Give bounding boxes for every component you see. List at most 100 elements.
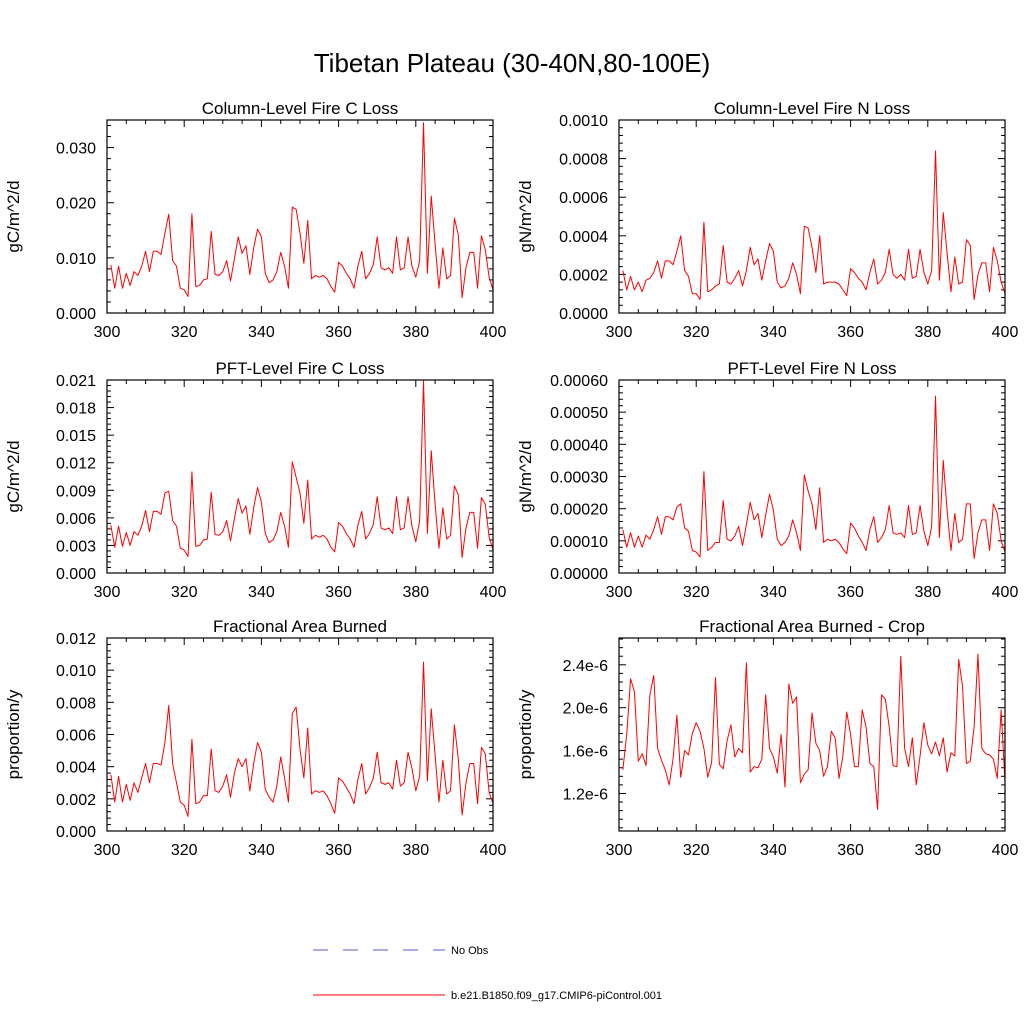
y-tick-label: 0.0004 [559, 229, 608, 246]
x-tick-label: 340 [248, 324, 275, 341]
plot-frame [106, 637, 494, 832]
y-tick-label: 0.004 [56, 760, 96, 777]
panels: Column-Level Fire C Loss gC/m^2/d 300 320 34… [4, 99, 1018, 859]
x-tick-label: 380 [402, 324, 429, 341]
panel-2: Column-Level Fire N Loss gN/m^2/d 300 320 34… [516, 99, 1018, 341]
panel-3: PFT-Level Fire C Loss gC/m^2/d 300 320 340 36… [4, 359, 506, 601]
x-tick-label: 360 [325, 842, 352, 859]
x-tick-label: 300 [94, 584, 121, 601]
y-axis-label: proportion/y [516, 689, 535, 779]
x-tick-label: 340 [760, 584, 787, 601]
x-tick-label: 320 [171, 842, 198, 859]
y-tick-label: 0.009 [56, 483, 96, 500]
plot-frame [106, 119, 494, 314]
y-tick-label: 0.030 [56, 141, 96, 158]
x-tick-label: 360 [325, 584, 352, 601]
x-tick-label: 320 [683, 842, 710, 859]
panel-6: Fractional Area Burned - Crop proportion/… [516, 617, 1018, 859]
y-tick-label: 0.00020 [550, 502, 608, 519]
y-tick-label: 2.0e-6 [563, 701, 608, 718]
y-tick-label: 0.00000 [550, 566, 608, 583]
panel-title: Column-Level Fire C Loss [202, 99, 399, 118]
y-tick-label: 0.010 [56, 663, 96, 680]
x-tick-label: 400 [992, 842, 1019, 859]
y-tick-label: 1.6e-6 [563, 744, 608, 761]
y-tick-label: 0.0002 [559, 267, 608, 284]
x-tick-label: 340 [248, 584, 275, 601]
x-tick-label: 300 [94, 324, 121, 341]
y-tick-label: 0.000 [56, 824, 96, 841]
y-axis-label: gN/m^2/d [516, 440, 535, 512]
y-tick-label: 0.018 [56, 401, 96, 418]
y-tick-label: 0.0010 [559, 113, 608, 130]
x-tick-label: 320 [683, 584, 710, 601]
y-tick-label: 2.4e-6 [563, 658, 608, 675]
x-tick-label: 400 [992, 324, 1019, 341]
x-tick-label: 380 [914, 324, 941, 341]
series-line [622, 653, 1006, 811]
x-tick-label: 380 [914, 584, 941, 601]
x-tick-label: 360 [837, 842, 864, 859]
x-tick-label: 400 [992, 584, 1019, 601]
series-line [622, 395, 1006, 560]
figure-title: Tibetan Plateau (30-40N,80-100E) [314, 48, 711, 78]
x-tick-label: 320 [171, 584, 198, 601]
y-tick-label: 0.000 [56, 566, 96, 583]
plot-frame [618, 119, 1006, 314]
panel-1: Column-Level Fire C Loss gC/m^2/d 300 320 34… [4, 99, 506, 341]
y-tick-label: 0.008 [56, 695, 96, 712]
y-tick-label: 0.00030 [550, 470, 608, 487]
panel-5: Fractional Area Burned proportion/y 300 320… [4, 617, 506, 859]
legend-obs-label: No Obs [451, 945, 489, 957]
legend-model-label: b.e21.B1850.f09_g17.CMIP6-piControl.001 [451, 990, 662, 1002]
x-tick-label: 300 [606, 842, 633, 859]
y-tick-label: 0.020 [56, 196, 96, 213]
panel-title: PFT-Level Fire C Loss [215, 359, 384, 378]
plot-frame [618, 379, 1006, 574]
plot-frame [106, 379, 494, 574]
x-tick-label: 380 [402, 584, 429, 601]
y-axis-label: gC/m^2/d [4, 180, 23, 252]
y-tick-label: 1.2e-6 [563, 786, 608, 803]
series-line [622, 150, 1006, 300]
y-tick-label: 0.012 [56, 456, 96, 473]
y-axis-label: proportion/y [4, 689, 23, 779]
y-tick-label: 0.0000 [559, 306, 608, 323]
y-tick-label: 0.0008 [559, 152, 608, 169]
legend: No Obs b.e21.B1850.f09_g17.CMIP6-piContr… [313, 945, 662, 1002]
y-tick-label: 0.010 [56, 251, 96, 268]
y-tick-label: 0.006 [56, 511, 96, 528]
panel-title: Fractional Area Burned [213, 617, 387, 636]
panel-title: Fractional Area Burned - Crop [699, 617, 925, 636]
x-tick-label: 400 [480, 584, 507, 601]
series-line [110, 122, 494, 299]
x-tick-label: 400 [480, 324, 507, 341]
y-tick-label: 0.00060 [550, 373, 608, 390]
y-tick-label: 0.002 [56, 792, 96, 809]
x-tick-label: 360 [325, 324, 352, 341]
x-tick-label: 340 [248, 842, 275, 859]
panel-4: PFT-Level Fire N Loss gN/m^2/d 300 320 340 36… [516, 359, 1018, 601]
y-tick-label: 0.00010 [550, 534, 608, 551]
y-axis-label: gN/m^2/d [516, 180, 535, 252]
x-tick-label: 320 [171, 324, 198, 341]
y-tick-label: 0.00040 [550, 437, 608, 454]
x-tick-label: 340 [760, 324, 787, 341]
x-tick-label: 320 [683, 324, 710, 341]
series-line [110, 380, 494, 558]
x-tick-label: 360 [837, 584, 864, 601]
y-tick-label: 0.015 [56, 428, 96, 445]
y-tick-label: 0.012 [56, 631, 96, 648]
x-tick-label: 300 [94, 842, 121, 859]
y-tick-label: 0.006 [56, 728, 96, 745]
x-tick-label: 340 [760, 842, 787, 859]
x-tick-label: 300 [606, 584, 633, 601]
y-tick-label: 0.00050 [550, 405, 608, 422]
plot-frame [618, 637, 1006, 832]
y-tick-label: 0.0006 [559, 190, 608, 207]
y-tick-label: 0.000 [56, 306, 96, 323]
y-axis-label: gC/m^2/d [4, 440, 23, 512]
y-tick-label: 0.003 [56, 538, 96, 555]
panel-title: Column-Level Fire N Loss [714, 99, 911, 118]
